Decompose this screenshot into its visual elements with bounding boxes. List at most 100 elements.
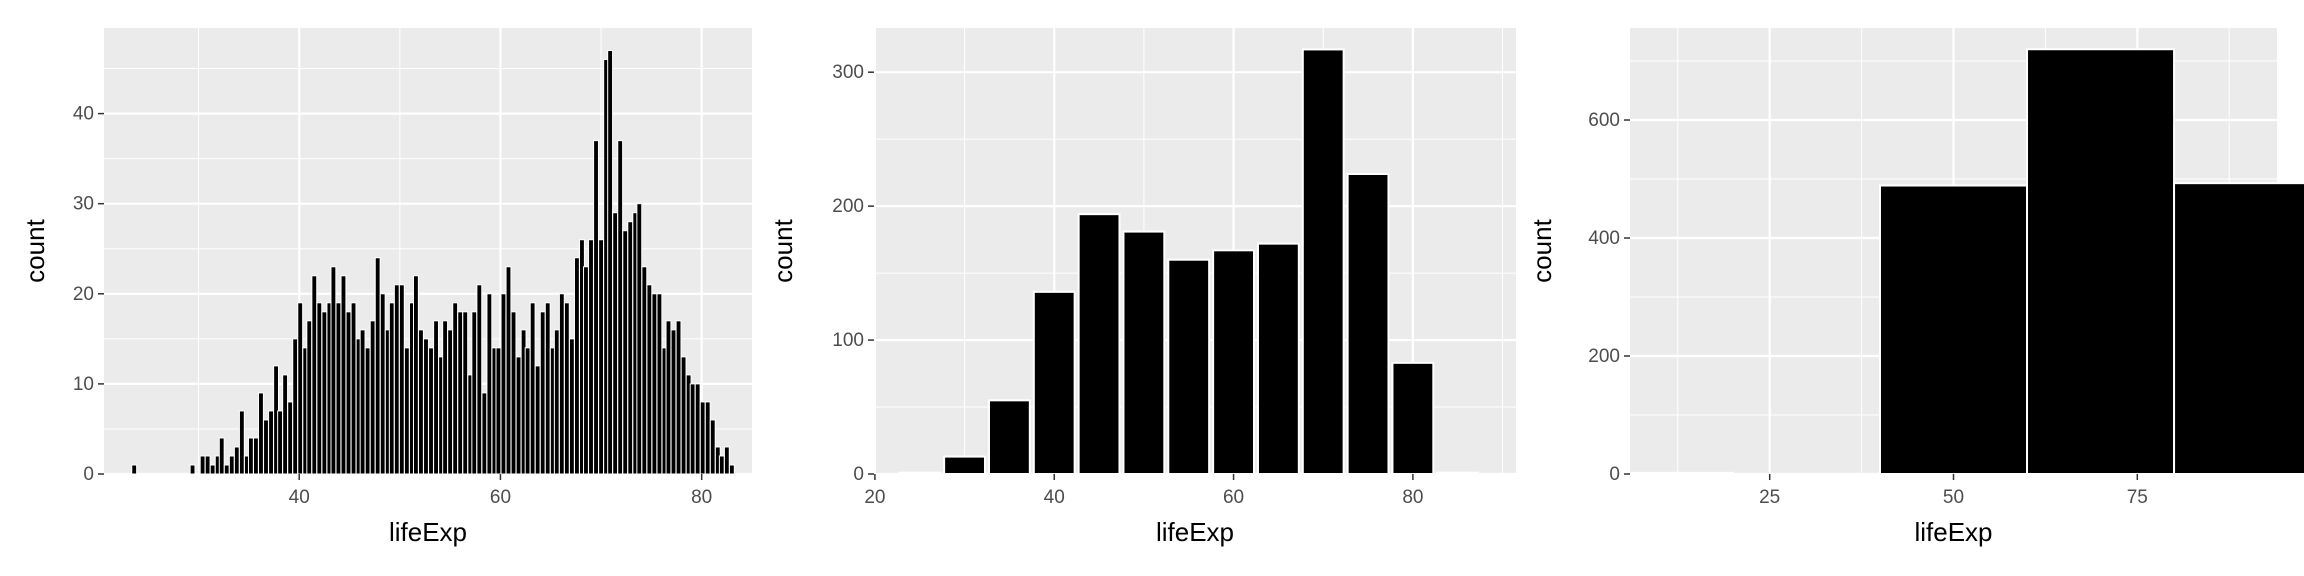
histogram-bar (583, 266, 589, 475)
histogram-bar (335, 302, 342, 475)
y-tick-label: 300 (832, 62, 864, 83)
histogram-bar (447, 329, 454, 475)
histogram-bar (524, 347, 531, 475)
histogram-bar (898, 471, 942, 476)
histogram-bar (481, 392, 488, 475)
histogram-bar (646, 284, 653, 475)
histogram-bar (1032, 290, 1076, 475)
histogram-bar (442, 320, 449, 475)
x-tick-label: 75 (2127, 487, 2148, 508)
histogram-bar (539, 311, 546, 475)
histogram-bar (282, 374, 289, 475)
x-tick-label: 25 (1759, 487, 1780, 508)
y-tick-label: 100 (832, 330, 864, 351)
panel-1: 0 10 20 30 40 40 60 80 lifeExp count (20, 28, 752, 547)
histogram-bar (423, 338, 429, 475)
x-tick-label: 20 (864, 487, 885, 508)
histogram-bar (558, 293, 565, 475)
histogram-bar (675, 320, 682, 475)
x-tick-label: 40 (289, 487, 310, 508)
histogram-bar (704, 401, 711, 475)
histogram-bar (943, 455, 986, 476)
histogram-bar (379, 293, 386, 475)
histogram-bar (622, 230, 629, 475)
histogram-bar (369, 320, 376, 475)
histogram-bar (680, 356, 687, 475)
y-tick-label: 20 (73, 284, 94, 305)
histogram-bar (297, 302, 304, 475)
y-tick-label: 600 (1588, 110, 1620, 131)
histogram-bar (689, 383, 696, 475)
histogram-bar (452, 302, 459, 475)
histogram-bar (709, 419, 716, 475)
histogram-bar (2173, 182, 2304, 475)
histogram-bar (345, 311, 352, 475)
histogram-bar (364, 347, 371, 475)
histogram-bar (641, 266, 648, 475)
histogram-bar (1167, 258, 1211, 476)
histogram-bar (563, 302, 570, 475)
histogram-bar (263, 419, 269, 475)
histogram-bar (292, 338, 299, 475)
y-tick-label: 10 (73, 374, 94, 395)
histogram-bar (321, 311, 328, 475)
histogram-bar (340, 275, 347, 475)
histogram-bar (277, 410, 284, 475)
histogram-bar (1584, 471, 1734, 475)
y-axis-title: count (768, 218, 798, 282)
histogram-bar (534, 365, 541, 475)
y-tick-label: 0 (853, 464, 864, 485)
histogram-bar (233, 446, 240, 475)
histogram-bar (1301, 48, 1345, 475)
histogram-bar (457, 311, 464, 475)
x-axis-title: lifeExp (389, 517, 467, 547)
histogram-bar (131, 464, 138, 475)
histogram-bar (665, 320, 672, 475)
y-tick-label: 0 (83, 464, 94, 485)
histogram-bar (495, 347, 502, 475)
histogram-bar (209, 464, 216, 475)
histogram-bar (987, 399, 1031, 475)
x-tick-label: 60 (490, 487, 511, 508)
histogram-bar (1346, 172, 1390, 476)
histogram-bar (388, 302, 395, 475)
y-tick-label: 30 (73, 194, 94, 215)
histogram-bar (505, 266, 512, 475)
histogram-bar (593, 140, 599, 475)
histogram-bar (607, 50, 614, 475)
histogram-bar (199, 455, 206, 475)
histogram-bar (189, 464, 196, 475)
histogram-bar (553, 329, 560, 475)
histogram-bar (651, 293, 658, 475)
x-tick-label: 60 (1223, 487, 1244, 508)
histogram-bar (529, 302, 536, 475)
histogram-bar (268, 410, 274, 475)
histogram-bar (1436, 471, 1480, 476)
histogram-bar (359, 329, 366, 475)
y-tick-label: 200 (832, 196, 864, 217)
histogram-bar (544, 302, 551, 475)
histogram-bar (1878, 184, 2029, 475)
histogram-bar (433, 320, 439, 475)
histogram-bar (636, 203, 643, 475)
histogram-bar (627, 221, 634, 475)
histogram-bar (598, 239, 605, 475)
histogram-bar (393, 284, 400, 475)
histogram-bar (287, 401, 294, 475)
histogram-bar (670, 329, 677, 475)
histogram-bar (699, 401, 706, 475)
histogram-bar (588, 239, 594, 475)
histogram-bar (311, 275, 318, 475)
histogram-bar (476, 284, 483, 475)
histogram-bar (568, 338, 575, 475)
x-tick-label: 80 (1402, 487, 1423, 508)
histogram-bar (718, 455, 725, 475)
histogram-bar (418, 329, 424, 475)
panel-3: 0 200 400 600 25 50 75 lifeExp count (1527, 28, 2304, 547)
histogram-bar (728, 464, 735, 475)
histogram-bar (316, 302, 323, 475)
histogram-bar (412, 275, 419, 475)
x-tick-label: 40 (1044, 487, 1065, 508)
